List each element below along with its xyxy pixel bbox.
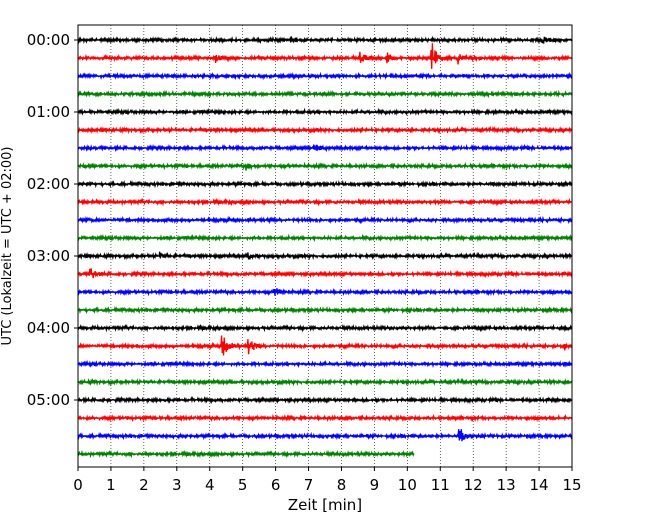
trace-row-0345	[77, 305, 573, 315]
y-tick-label-5: 05:00	[27, 391, 70, 409]
trace-row-0200	[77, 179, 573, 189]
x-tick-label-12: 12	[464, 476, 483, 494]
x-tick-label-5: 5	[238, 476, 248, 494]
x-tick-label-15: 15	[562, 476, 581, 494]
trace-row-0030	[77, 71, 573, 81]
trace-row-0245	[77, 233, 573, 243]
trace-row-0330	[77, 287, 573, 297]
x-tick-label-3: 3	[172, 476, 182, 494]
trace-row-0000	[77, 35, 573, 45]
x-tick-label-11: 11	[431, 476, 450, 494]
trace-row-0300	[77, 251, 573, 261]
y-tick-label-1: 01:00	[27, 103, 70, 121]
y-axis-label: UTC (Lokalzeit = UTC + 02:00)	[0, 147, 15, 346]
trace-row-0215	[77, 197, 573, 207]
trace-row-0400	[77, 323, 573, 333]
x-tick-label-0: 0	[73, 476, 83, 494]
trace-row-0415	[77, 335, 573, 356]
plot-frame	[77, 24, 573, 468]
trace-row-0145	[77, 161, 573, 171]
y-tick-label-4: 04:00	[27, 319, 70, 337]
trace-row-0045	[77, 89, 573, 99]
x-tick-label-7: 7	[304, 476, 314, 494]
y-ticks: 00:00 01:00 02:00 03:00 04:00 05:00	[27, 31, 78, 409]
x-tick-label-13: 13	[497, 476, 516, 494]
y-tick-label-0: 00:00	[27, 31, 70, 49]
x-tick-label-6: 6	[271, 476, 281, 494]
y-tick-label-2: 02:00	[27, 175, 70, 193]
trace-row-0130	[77, 143, 573, 153]
trace-row-0115	[77, 125, 573, 135]
x-ticks: 0 1 2 3 4 5 6 7 8 9 10 11 12 13 14 15	[73, 467, 582, 494]
trace-row-0530	[77, 429, 573, 442]
x-tick-label-14: 14	[530, 476, 549, 494]
trace-rows	[77, 35, 573, 459]
x-tick-label-4: 4	[205, 476, 215, 494]
trace-row-0515	[77, 413, 573, 423]
trace-row-0230	[77, 215, 573, 225]
x-tick-label-9: 9	[370, 476, 380, 494]
trace-row-0545	[77, 449, 415, 459]
trace-row-0315	[77, 268, 573, 279]
x-tick-label-1: 1	[106, 476, 116, 494]
y-tick-label-3: 03:00	[27, 247, 70, 265]
trace-row-0500	[77, 395, 573, 405]
trace-row-0430	[77, 359, 573, 369]
x-axis-label: Zeit [min]	[288, 496, 362, 514]
trace-row-0015	[77, 43, 573, 69]
trace-row-0100	[77, 107, 573, 117]
x-tick-label-2: 2	[139, 476, 149, 494]
x-tick-label-8: 8	[337, 476, 347, 494]
x-tick-label-10: 10	[398, 476, 417, 494]
trace-row-0445	[77, 377, 573, 387]
